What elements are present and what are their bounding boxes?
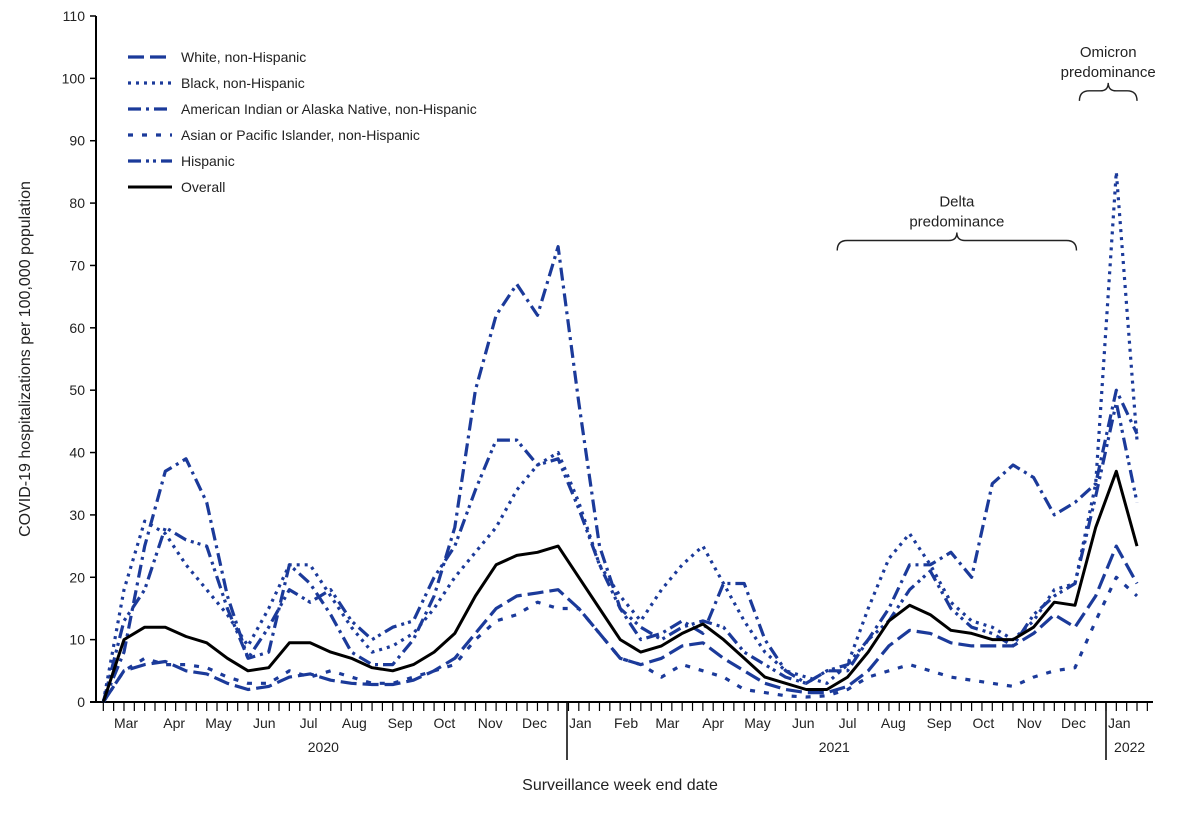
legend-label: Black, non-Hispanic [181,75,305,91]
legend-label: American Indian or Alaska Native, non-Hi… [181,101,477,117]
x-month-label: Jan [569,715,592,731]
y-tick-label: 110 [63,8,86,24]
x-month-label: Jul [300,715,318,731]
x-month-label: Dec [522,715,547,731]
y-axis: 0 10 20 30 40 50 60 70 80 90 100 110 [62,8,97,710]
annotation-label: predominance [909,214,1004,231]
x-year-label: 2022 [1114,739,1145,755]
x-month-label: Nov [478,715,503,731]
x-month-label: Oct [434,715,456,731]
annotation-label: predominance [1061,64,1156,81]
x-month-label: Mar [655,715,679,731]
y-tick-label: 30 [69,507,85,523]
y-tick-label: 90 [69,133,85,149]
legend-item: American Indian or Alaska Native, non-Hi… [128,101,477,117]
y-axis-title: COVID-19 hospitalizations per 100,000 po… [17,181,34,537]
series-line-4 [101,401,1139,703]
x-month-label: Sep [388,715,413,731]
annotations: Delta predominance Omicron predominance [836,44,1156,251]
legend-item: White, non-Hispanic [128,49,306,65]
x-month-label: Feb [614,715,638,731]
x-month-label: Aug [881,715,906,731]
x-month-label: Jun [253,715,276,731]
y-tick-label: 40 [69,445,85,461]
x-axis-title: Surveillance week end date [522,777,718,794]
legend-item: Black, non-Hispanic [128,75,305,91]
x-month-label: Mar [114,715,138,731]
x-month-label: Nov [1017,715,1042,731]
y-tick-label: 80 [69,195,85,211]
series-lines [101,170,1139,703]
y-tick-label: 70 [69,257,85,273]
y-tick-label: 60 [69,320,85,336]
x-month-label: Sep [927,715,952,731]
x-month-label: Jun [792,715,815,731]
legend-item: Hispanic [128,153,235,169]
x-month-label: May [744,715,770,731]
legend-label: Hispanic [181,153,235,169]
series-line-0 [101,544,1139,703]
x-month-label: May [205,715,231,731]
x-axis: Mar Apr May Jun Jul Aug Sep Oct Nov Dec Jan Feb Mar A… [90,701,1153,760]
annotation-1: Omicron predominance [1061,44,1156,101]
brace-shape [1078,82,1138,101]
y-tick-label: 0 [77,694,85,710]
annotation-0: Delta predominance [836,194,1078,251]
series-line-5 [101,469,1139,703]
legend-item: Asian or Pacific Islander, non-Hispanic [128,127,420,143]
y-tick-label: 100 [62,70,86,86]
legend-label: White, non-Hispanic [181,49,306,65]
x-month-label: Oct [973,715,995,731]
legend: White, non-Hispanic Black, non-Hispanic Am… [128,49,477,195]
x-month-label: Jan [1108,715,1131,731]
x-month-label: Aug [342,715,367,731]
series-line-3 [101,575,1139,703]
y-tick-label: 50 [69,382,85,398]
annotation-label: Omicron [1080,44,1137,61]
legend-label: Overall [181,179,225,195]
x-year-label: 2020 [308,739,339,755]
series-line-1 [101,170,1139,703]
brace-shape [836,232,1078,251]
x-month-label: Jul [839,715,857,731]
x-month-label: Apr [163,715,185,731]
annotation-label: Delta [939,194,975,211]
y-tick-label: 10 [69,632,85,648]
legend-label: Asian or Pacific Islander, non-Hispanic [181,127,420,143]
series-line-2 [101,245,1139,703]
y-tick-label: 20 [69,569,85,585]
x-year-label: 2021 [819,739,850,755]
x-month-label: Apr [702,715,724,731]
x-month-label: Dec [1061,715,1086,731]
legend-item: Overall [128,179,225,195]
